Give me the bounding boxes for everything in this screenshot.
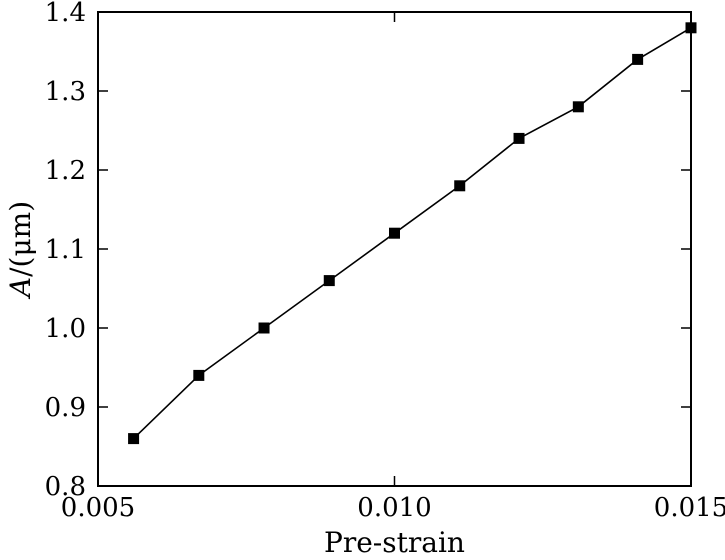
y-axis-title-unit: /(μm) [4, 201, 37, 277]
y-axis-ticks: 0.8 0.9 1.0 1.1 1.2 1.3 1.4 [45, 0, 691, 502]
data-point-marker [685, 22, 697, 34]
data-point-marker [513, 132, 525, 144]
data-point-marker [454, 180, 466, 192]
x-axis-title: Pre-strain [324, 526, 465, 559]
data-point-marker [128, 433, 140, 445]
series-line [133, 27, 692, 440]
y-tick-label: 1.2 [45, 156, 86, 186]
data-point-marker [323, 275, 335, 287]
x-tick-label: 0.005 [61, 493, 135, 523]
y-axis-title: A/(μm) [4, 201, 37, 300]
y-tick-label: 1.0 [45, 314, 86, 344]
x-tick-label: 0.010 [357, 493, 431, 523]
x-axis-ticks: 0.005 0.010 0.015 [61, 12, 725, 523]
series-layer [128, 22, 697, 445]
y-tick-label: 1.3 [45, 77, 86, 107]
y-tick-label: 0.9 [45, 393, 86, 423]
x-tick-label: 0.015 [654, 493, 725, 523]
data-point-marker [572, 101, 584, 113]
data-point-marker [193, 369, 205, 381]
y-axis-title-variable: A [4, 277, 37, 300]
y-tick-label: 1.1 [45, 235, 86, 265]
y-tick-label: 1.4 [45, 0, 86, 28]
plot-frame [97, 11, 692, 487]
data-point-marker [632, 53, 644, 65]
data-point-marker [258, 322, 270, 334]
data-point-marker [389, 227, 400, 239]
y-tick-label: 0.8 [45, 472, 86, 502]
